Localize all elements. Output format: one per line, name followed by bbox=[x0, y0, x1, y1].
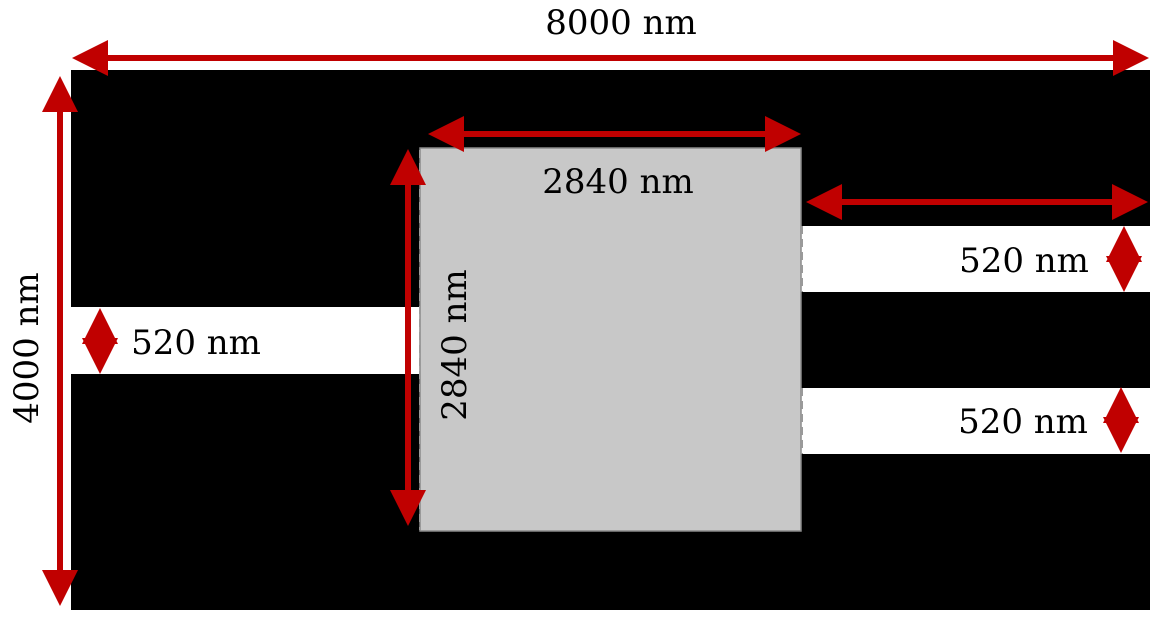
output-waveguide-bottom bbox=[800, 388, 1150, 454]
square-height-label: 2840 nm bbox=[435, 269, 475, 420]
output-top-width-label: 520 nm bbox=[959, 241, 1089, 281]
design-region bbox=[419, 147, 802, 532]
total-width-label: 8000 nm bbox=[545, 3, 696, 43]
output-length-label: 2580 nm bbox=[936, 149, 1087, 189]
output-bottom-width-label: 520 nm bbox=[958, 402, 1088, 442]
output-waveguide-top bbox=[800, 226, 1150, 292]
input-waveguide bbox=[71, 307, 421, 374]
square-width-label: 2840 nm bbox=[542, 162, 693, 202]
total-height-label: 4000 nm bbox=[7, 272, 47, 423]
input-width-label: 520 nm bbox=[131, 323, 261, 363]
